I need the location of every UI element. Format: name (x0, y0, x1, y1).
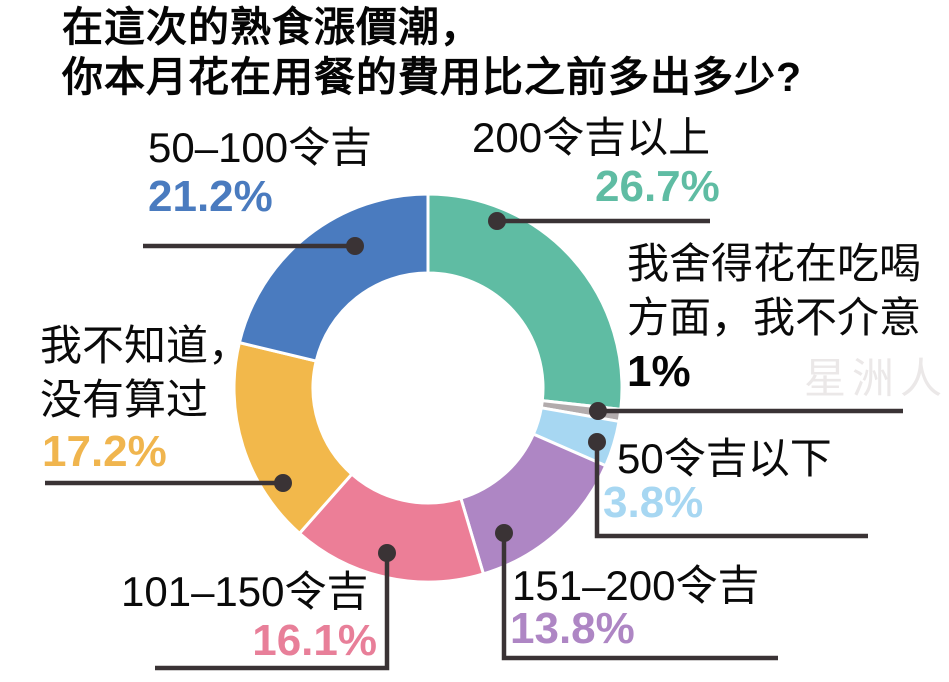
leader-dot-below50 (588, 433, 606, 451)
chart-title-line1: 在這次的熟食漲價潮， (62, 4, 482, 50)
value-151-200: 13.8% (510, 604, 635, 653)
label-200plus: 200令吉以上 (472, 114, 711, 161)
segment-6 (237, 192, 430, 363)
chart-title: 在這次的熟食漲價潮， 你本月花在用餐的費用比之前多出多少? (62, 2, 802, 102)
label-below50: 50令吉以下 (617, 435, 832, 482)
label-101-150: 101–150令吉 (121, 568, 369, 615)
label-unknown-line2: 没有算过 (40, 376, 209, 423)
leader-dot-101-150 (378, 544, 396, 562)
segment-3 (458, 432, 608, 576)
value-101-150: 16.1% (252, 616, 377, 665)
label-unknown-line1: 我不知道， (40, 322, 251, 369)
label-no-mind-line2: 方面，我不介意 (627, 294, 922, 341)
leader-dot-200plus (488, 212, 506, 230)
label-50-100: 50–100令吉 (148, 124, 373, 171)
leader-151-200 (501, 533, 778, 661)
value-200plus: 26.7% (595, 162, 720, 211)
chart-title-line2: 你本月花在用餐的費用比之前多出多少? (62, 54, 803, 100)
leader-lines (45, 218, 903, 671)
value-50-100: 21.2% (148, 172, 273, 221)
watermark: 星洲人 (804, 355, 949, 402)
leader-dot-151-200 (495, 524, 513, 542)
donut-segments (232, 192, 624, 584)
label-no-mind-line1: 我舍得花在吃喝 (627, 240, 922, 287)
leader-below50 (594, 442, 868, 539)
leader-dots (274, 212, 607, 562)
leader-101-150 (155, 553, 390, 671)
value-no-mind: 1% (627, 347, 691, 396)
segment-5 (232, 340, 354, 536)
value-below50: 3.8% (603, 478, 704, 527)
label-151-200: 151–200令吉 (512, 562, 760, 609)
value-unknown: 17.2% (42, 427, 167, 476)
leader-dot-unknown (274, 474, 292, 492)
segment-0 (426, 192, 624, 411)
leader-dot-50-100 (346, 237, 364, 255)
leader-dot-no-mind (589, 402, 607, 420)
